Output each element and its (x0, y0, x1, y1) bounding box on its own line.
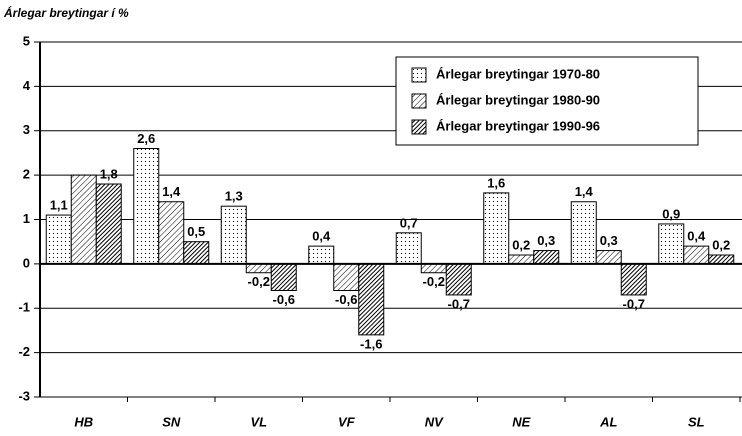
y-tick-label: -2 (18, 344, 30, 359)
bar (658, 223, 685, 265)
x-tick-label: VL (250, 414, 267, 429)
bar (620, 263, 647, 296)
x-tick-label: NE (512, 414, 530, 429)
legend-label: Árlegar breytingar 1990-96 (436, 118, 600, 133)
bar (95, 183, 122, 265)
data-label: 1,6 (487, 175, 505, 190)
data-label: 0,4 (687, 229, 706, 244)
x-tick-label: SL (688, 414, 705, 429)
data-label: 0,3 (600, 233, 618, 248)
data-label: 0,9 (662, 206, 680, 221)
legend-swatch (411, 119, 427, 135)
bar (420, 263, 447, 274)
x-tick-label: SN (162, 414, 181, 429)
bar (508, 254, 535, 265)
bar (220, 205, 247, 265)
data-label: -0,6 (335, 292, 357, 307)
bar (708, 254, 735, 265)
data-label: 1,4 (162, 184, 181, 199)
bar (358, 263, 385, 336)
bar (333, 263, 360, 291)
x-tick-label: NV (425, 414, 444, 429)
data-label: -0,6 (273, 292, 295, 307)
data-label: 0,5 (187, 224, 205, 239)
bar (445, 263, 472, 296)
legend-swatch (411, 67, 427, 83)
bar (133, 148, 160, 265)
bar (483, 192, 510, 265)
bar (683, 245, 710, 265)
y-tick-label: 1 (23, 211, 30, 226)
legend-label: Árlegar breytingar 1980-90 (436, 92, 600, 107)
bar (570, 201, 597, 265)
x-tick-label: HB (74, 414, 93, 429)
data-label: -0,7 (623, 296, 645, 311)
data-label: 2,6 (137, 131, 155, 146)
y-tick-label: 4 (23, 78, 31, 93)
legend-swatch (411, 93, 427, 109)
bar (245, 263, 272, 274)
y-tick-label: 3 (23, 122, 30, 137)
bar (183, 241, 210, 265)
bar (308, 245, 335, 265)
bar (45, 214, 72, 265)
data-label: 0,2 (712, 237, 730, 252)
data-label: 0,3 (537, 233, 555, 248)
chart-title: Árlegar breytingar í % (3, 5, 129, 20)
bar (395, 232, 422, 265)
data-label: 0,4 (312, 229, 331, 244)
data-label: 1,3 (225, 189, 243, 204)
data-label: 1,4 (575, 184, 594, 199)
data-label: 1,1 (50, 198, 68, 213)
legend: Árlegar breytingar 1970-80 Árlegar breyti… (395, 56, 699, 146)
x-tick-label: VF (338, 414, 356, 429)
bar (270, 263, 297, 291)
data-label: 0,2 (512, 237, 530, 252)
bar (595, 250, 622, 265)
y-tick-label: 5 (23, 33, 30, 48)
data-label: -0,2 (423, 274, 445, 289)
bar (70, 174, 97, 265)
data-label: -0,7 (448, 296, 470, 311)
data-label: 1,8 (100, 166, 118, 181)
legend-box (395, 56, 699, 146)
y-tick-label: 2 (23, 167, 30, 182)
y-tick-label: -1 (18, 300, 30, 315)
data-label: -1,6 (360, 336, 382, 351)
data-label: -0,2 (248, 274, 270, 289)
y-tick-label: 0 (23, 255, 30, 270)
bar (158, 201, 185, 265)
bar (533, 250, 560, 265)
x-tick-label: AL (599, 414, 617, 429)
y-tick-label: -3 (18, 388, 30, 403)
data-label: 0,7 (400, 215, 418, 230)
legend-label: Árlegar breytingar 1970-80 (436, 66, 600, 81)
